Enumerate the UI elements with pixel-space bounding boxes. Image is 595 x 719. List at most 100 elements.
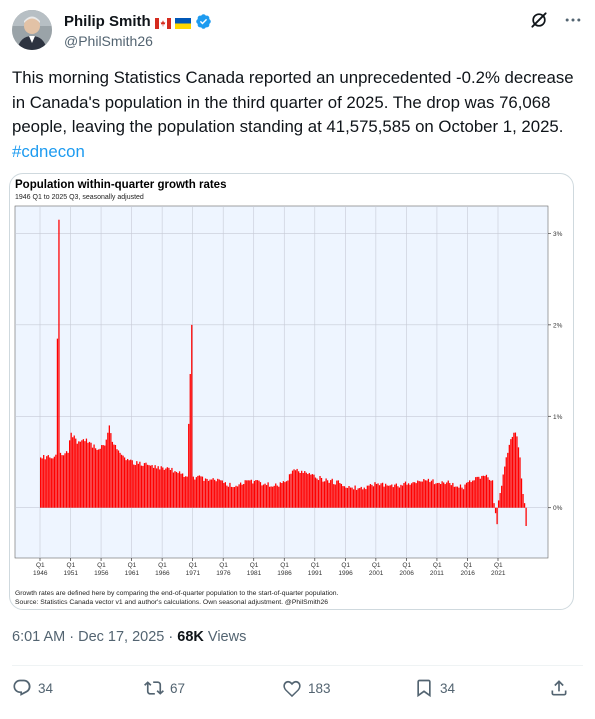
bar [374,482,376,508]
y-tick-label: 1% [553,414,563,421]
bookmark-button[interactable]: 34 [414,678,455,698]
bar [285,481,288,508]
bookmark-count: 34 [440,680,456,696]
bar [501,485,503,508]
bar [131,460,133,508]
bar [481,475,483,508]
bar [327,480,329,508]
bar [430,480,433,508]
bar [123,457,126,508]
bar [380,483,382,508]
x-tick-year: 1971 [186,570,201,577]
bar [453,486,455,508]
bar [420,481,422,508]
more-options-icon[interactable] [563,10,583,30]
x-tick-year: 2001 [369,570,384,577]
bar [134,465,136,508]
bar [282,481,285,508]
bar [323,481,326,508]
bar [475,477,477,508]
x-tick-year: 1956 [94,570,109,577]
bar [311,474,314,508]
verified-badge-icon[interactable] [195,13,212,30]
x-tick-quarter: Q1 [128,562,137,569]
bar [426,480,428,508]
bar [281,483,283,508]
bar [496,507,498,525]
x-tick-quarter: Q1 [158,562,167,569]
bar [185,476,187,508]
bar [186,476,188,508]
bar [111,441,114,508]
bar [128,460,130,508]
bar [450,485,452,508]
bar [221,480,223,508]
bar [49,457,51,508]
bar [76,443,78,508]
bar [485,474,488,508]
bar [79,441,81,508]
grok-icon[interactable] [529,10,549,30]
bar [203,480,205,508]
bar [337,480,339,508]
bar [247,480,249,508]
bar [334,484,336,508]
x-tick-quarter: Q1 [67,562,76,569]
bar [69,440,71,508]
bar [259,482,262,508]
tweet-header: Philip Smith @PhilSmith26 [12,10,583,54]
x-axis: Q11946Q11951Q11956Q11961Q11966Q11971Q119… [33,558,506,577]
bar [504,466,506,508]
bar [476,476,478,508]
bar [418,481,420,508]
bar [85,438,88,508]
bar [64,453,66,508]
tweet-time[interactable]: 6:01 AM [12,629,66,645]
bar [365,489,367,508]
bar [120,454,123,508]
bar [452,482,454,508]
bar [43,454,45,508]
bar [241,484,243,508]
share-button[interactable] [549,678,569,698]
bar [233,487,236,508]
hashtag-link[interactable]: #cdnecon [12,141,85,161]
tweet-date[interactable]: Dec 17, 2025 [78,629,165,645]
bar [502,474,504,508]
like-button[interactable]: 183 [282,678,331,698]
bar [160,466,162,508]
bar [317,480,320,508]
bar [325,478,327,508]
bar [195,477,197,508]
bar [212,478,214,508]
bar [70,432,72,508]
repost-button[interactable]: 67 [144,678,185,698]
bar [244,480,246,508]
author-handle[interactable]: @PhilSmith26 [64,33,153,49]
avatar[interactable] [12,10,52,50]
bar [223,483,225,508]
bar [243,484,245,508]
bar [391,484,393,508]
bar [146,464,149,508]
bar [194,479,196,508]
bar [465,482,468,508]
bar [214,479,216,508]
tweet-media-chart[interactable]: Population within-quarter growth rates 1… [9,173,574,610]
bar [362,489,364,508]
bar [201,476,204,508]
bar [229,482,231,508]
bar [491,480,494,508]
bar [90,442,92,508]
bar [343,486,346,508]
bars-series [40,219,527,526]
bar [84,441,86,508]
bar [447,480,449,508]
bar [168,467,170,508]
bar [409,484,411,508]
bar [293,469,295,508]
reply-button[interactable]: 34 [12,678,53,698]
author-display-name[interactable]: Philip Smith [64,13,151,30]
bar [284,482,286,508]
bar [351,487,353,508]
